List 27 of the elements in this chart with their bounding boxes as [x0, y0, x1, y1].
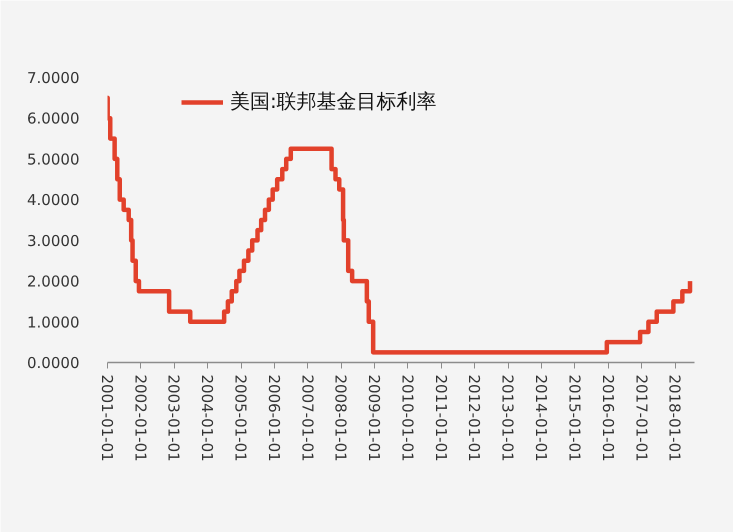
x-tick-label: 2003-01-01: [164, 374, 183, 462]
x-tick-label: 2007-01-01: [298, 374, 316, 462]
y-tick-label: 0.0000: [27, 354, 80, 372]
y-tick-label: 2.0000: [27, 272, 80, 291]
x-tick-label: 2008-01-01: [332, 374, 350, 462]
x-tick-label: 2002-01-01: [131, 374, 150, 462]
x-tick-label: 2005-01-01: [232, 374, 250, 462]
x-tick-label: 2017-01-01: [632, 374, 650, 462]
x-tick-label: 2014-01-01: [532, 374, 550, 462]
y-tick-label: 1.0000: [27, 313, 80, 332]
y-tick-label: 6.0000: [27, 110, 80, 128]
x-tick-label: 2011-01-01: [432, 374, 450, 462]
x-tick-label: 2001-01-01: [98, 374, 116, 462]
x-tick-label: 2010-01-01: [398, 374, 416, 462]
x-tick-label: 2018-01-01: [666, 374, 684, 462]
x-tick-label: 2009-01-01: [365, 374, 384, 462]
y-tick-label: 7.0000: [27, 69, 80, 87]
x-tick-label: 2006-01-01: [264, 374, 283, 462]
y-tick-label: 4.0000: [27, 191, 80, 210]
x-tick-label: 2015-01-01: [565, 374, 584, 462]
x-tick-label: 2016-01-01: [598, 374, 617, 462]
x-tick-label: 2004-01-01: [198, 374, 216, 462]
y-tick-label: 5.0000: [27, 150, 80, 168]
x-tick-label: 2013-01-01: [498, 374, 517, 462]
legend-label: 美国:联邦基金目标利率: [230, 88, 437, 115]
y-tick-label: 3.0000: [27, 232, 80, 250]
x-tick-label: 2012-01-01: [465, 374, 484, 462]
